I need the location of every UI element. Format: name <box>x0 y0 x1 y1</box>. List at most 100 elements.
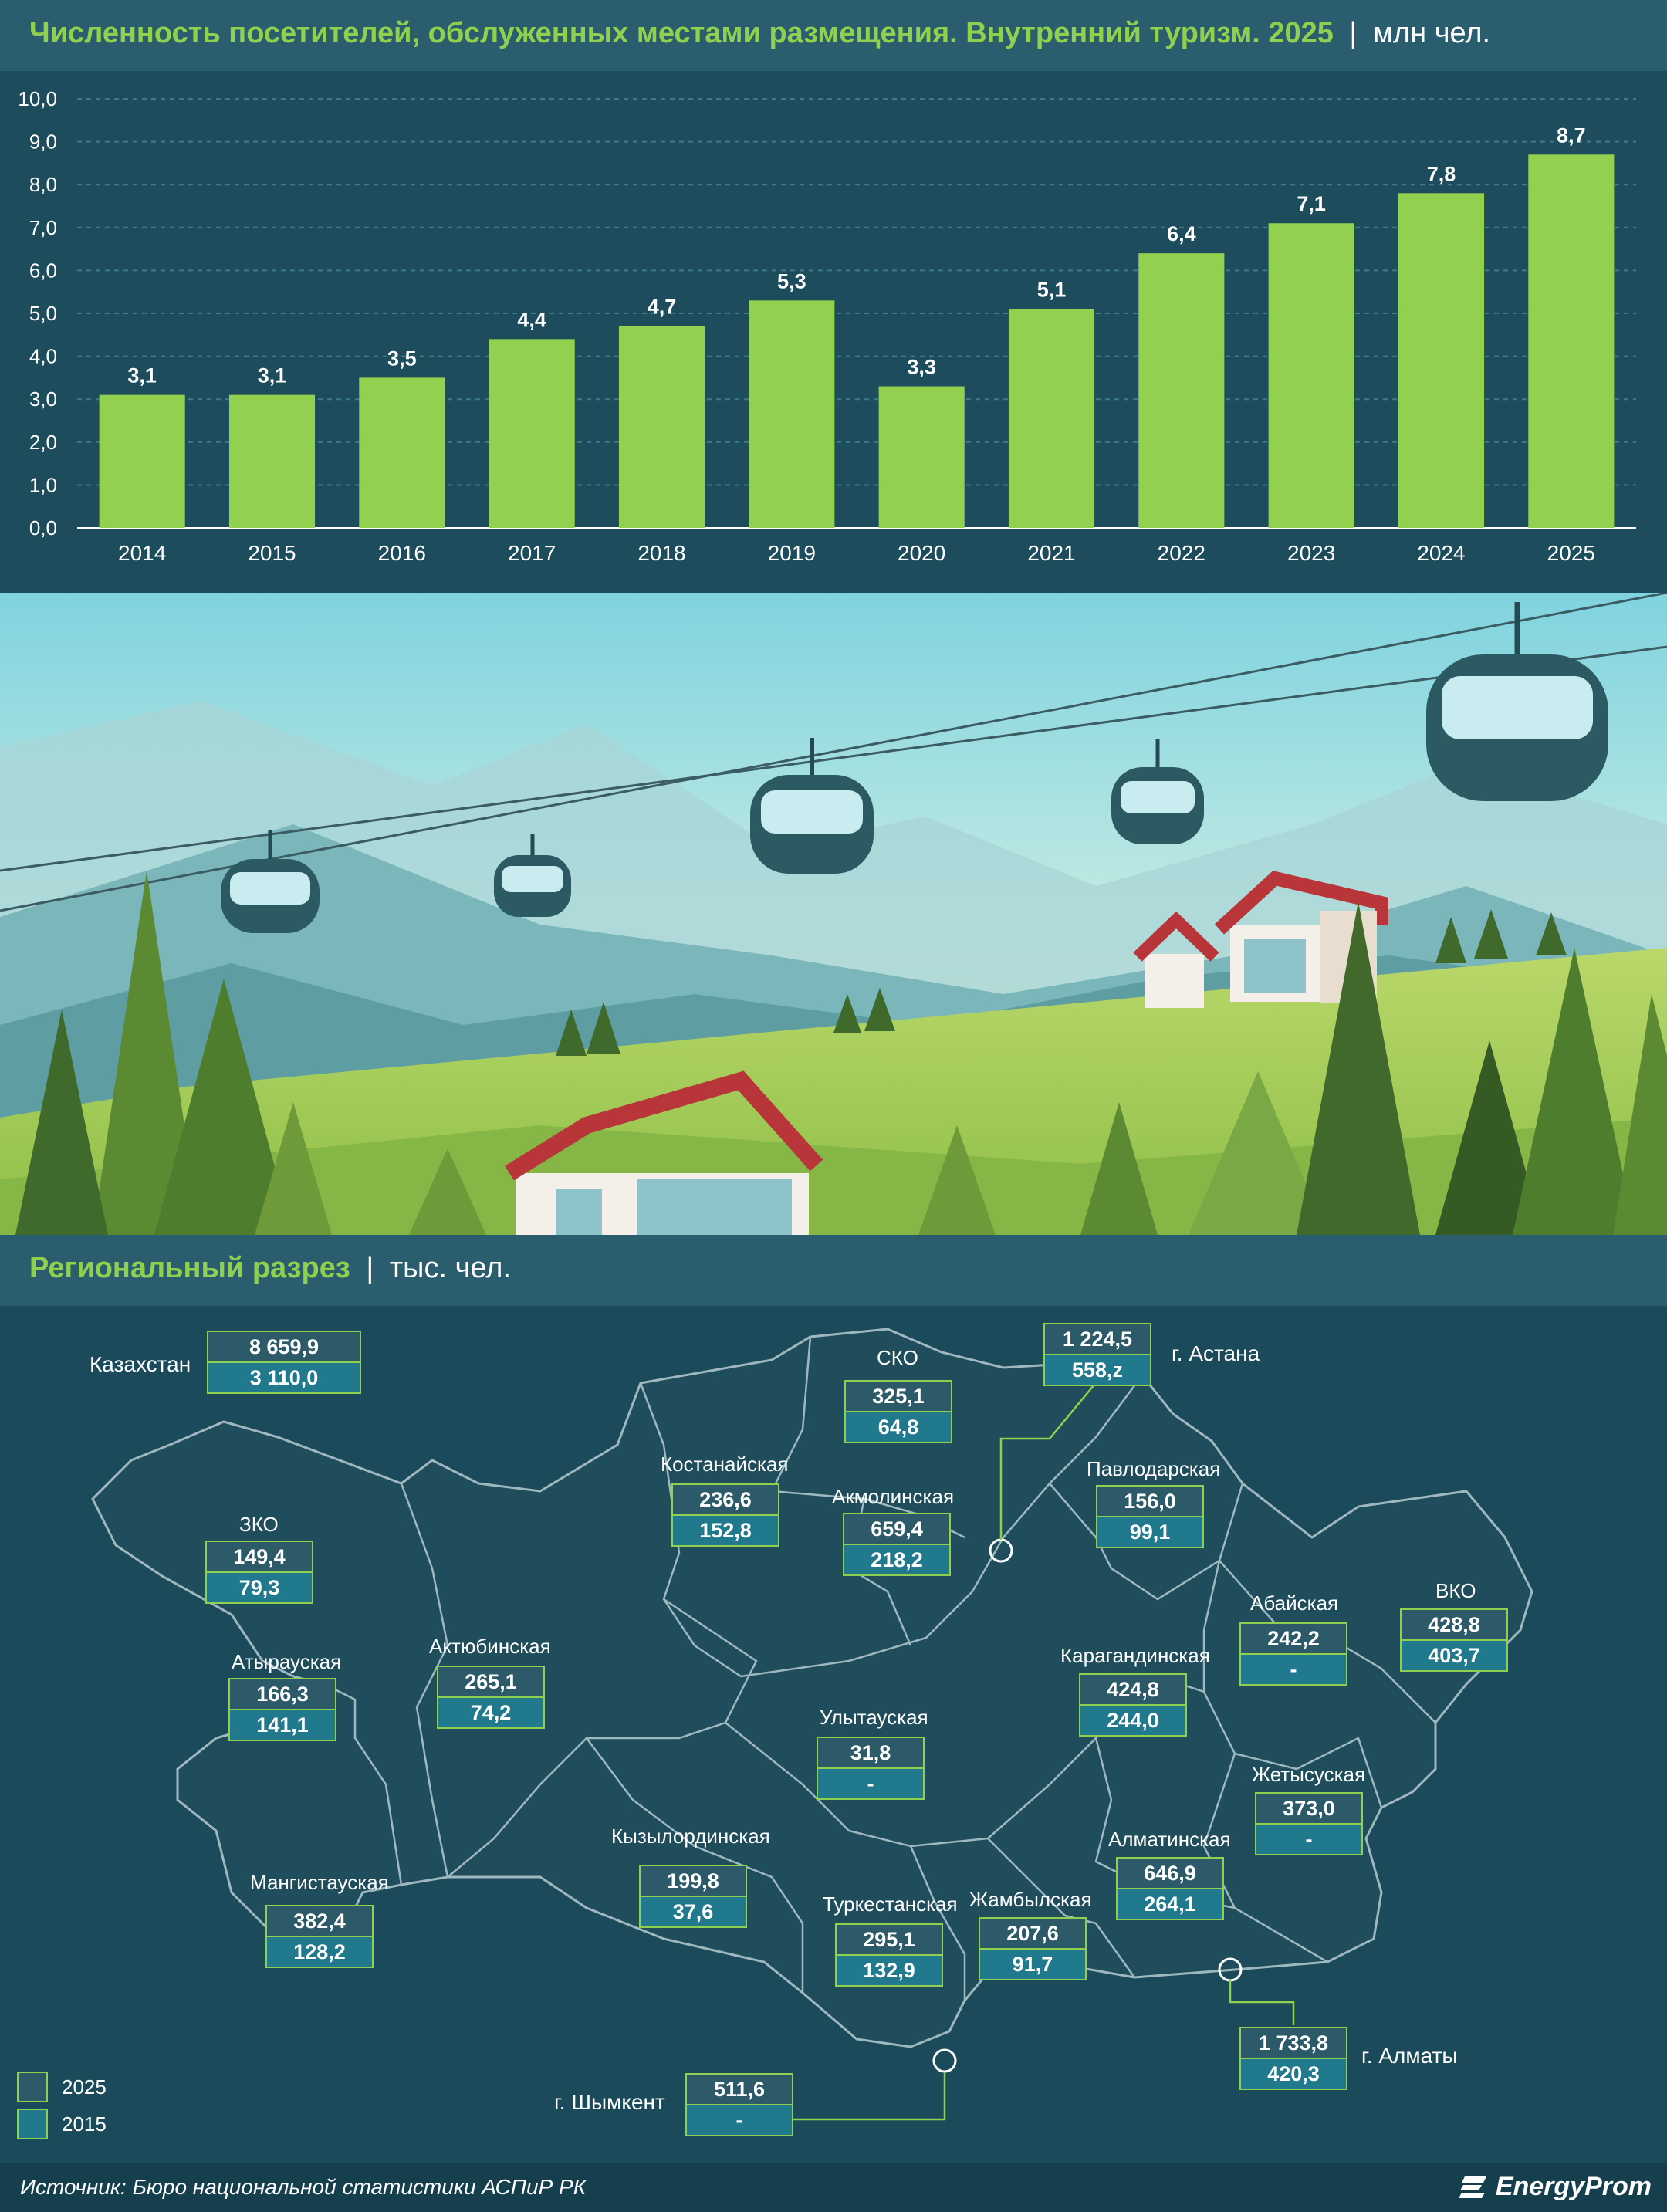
zhetysu-values: 373,0 - <box>1255 1792 1363 1855</box>
bar-2023 <box>1268 223 1354 528</box>
ulytau-values: 31,8 - <box>817 1737 925 1800</box>
ulytau-2015: - <box>818 1767 923 1798</box>
bar-value-label-2019: 5,3 <box>777 269 806 293</box>
legend-swatch-2015 <box>17 2109 48 2139</box>
shymkent-2015: - <box>687 2104 792 2135</box>
bar-value-label-2018: 4,7 <box>648 296 677 319</box>
shymkent-2025: 511,6 <box>687 2075 792 2104</box>
zko-values: 149,4 79,3 <box>205 1541 313 1604</box>
bar-2021 <box>1008 309 1095 528</box>
bar-value-label-2025: 8,7 <box>1557 123 1586 147</box>
ulytau-2025: 31,8 <box>818 1738 923 1767</box>
kyzylorda-values: 199,8 37,6 <box>639 1865 747 1928</box>
zhetysu-2025: 373,0 <box>1256 1794 1361 1823</box>
astana-label: г. Астана <box>1172 1341 1260 1365</box>
almaty-city-values: 1 733,8 420,3 <box>1239 2027 1347 2090</box>
kostanay-values: 236,6 152,8 <box>671 1483 779 1547</box>
karaganda-values: 424,8 244,0 <box>1079 1673 1187 1737</box>
bar-value-label-2020: 3,3 <box>907 356 936 379</box>
kostanay-2015: 152,8 <box>673 1514 778 1545</box>
astana-2025: 1 224,5 <box>1045 1324 1150 1354</box>
x-tick-label-2023: 2023 <box>1287 541 1335 565</box>
zhambyl-2025: 207,6 <box>980 1919 1085 1948</box>
abay-2025: 242,2 <box>1241 1624 1346 1653</box>
turkestan-label: Туркестанская <box>823 1892 958 1916</box>
x-tick-label-2014: 2014 <box>118 541 166 565</box>
abay-label: Абайская <box>1250 1591 1339 1615</box>
title-separator: | <box>1349 17 1358 49</box>
legend-label-2015: 2015 <box>62 2112 107 2136</box>
aktobe-values: 265,1 74,2 <box>437 1666 545 1729</box>
energyprom-logo-icon <box>1458 2176 1486 2198</box>
kazakhstan-map-panel: Казахстан 8 659,9 3 110,0 СКО 325,1 64,8… <box>0 1306 1667 2163</box>
almaty-region-2015: 264,1 <box>1118 1888 1222 1919</box>
cable-car-3 <box>750 738 874 874</box>
shymkent-values: 511,6 - <box>685 2073 793 2136</box>
bar-2018 <box>618 326 705 528</box>
bar-2025 <box>1528 154 1615 528</box>
atyrau-2015: 141,1 <box>230 1709 335 1740</box>
akmola-2015: 218,2 <box>844 1544 949 1574</box>
mangystau-2015: 128,2 <box>267 1936 372 1967</box>
mangystau-values: 382,4 128,2 <box>265 1905 374 1968</box>
akmola-values: 659,4 218,2 <box>843 1513 951 1576</box>
y-tick-label: 5,0 <box>29 302 57 325</box>
x-tick-label-2024: 2024 <box>1417 541 1465 565</box>
trees <box>15 871 1667 1235</box>
regional-title-line: Региональный разрез | тыс. чел. <box>29 1252 511 1285</box>
turkestan-2025: 295,1 <box>837 1925 942 1954</box>
sko-2025: 325,1 <box>846 1382 951 1411</box>
astana-2015: 558,z <box>1045 1354 1150 1385</box>
legend-item-2025: 2025 <box>17 2072 107 2102</box>
karaganda-2025: 424,8 <box>1080 1675 1185 1704</box>
vko-values: 428,8 403,7 <box>1400 1608 1508 1672</box>
kyzylorda-2025: 199,8 <box>641 1866 746 1896</box>
y-tick-label: 8,0 <box>29 173 57 196</box>
kostanay-label: Костанайская <box>661 1453 789 1476</box>
mangystau-2025: 382,4 <box>267 1906 372 1936</box>
x-tick-label-2018: 2018 <box>637 541 685 565</box>
scene-svg <box>0 591 1667 1235</box>
almaty-city-2015: 420,3 <box>1241 2058 1346 2089</box>
kazakhstan-values: 8 659,9 3 110,0 <box>207 1331 361 1394</box>
ulytau-label: Улытауская <box>820 1706 928 1729</box>
y-tick-label: 3,0 <box>29 387 57 411</box>
vko-2025: 428,8 <box>1402 1610 1506 1639</box>
cable-line-2 <box>0 591 1667 912</box>
sko-values: 325,1 64,8 <box>844 1380 952 1443</box>
astana-leader <box>999 1384 1095 1540</box>
bar-value-label-2015: 3,1 <box>258 364 287 387</box>
chart-title: Численность посетителей, обслуженных мес… <box>29 17 1334 49</box>
atyrau-2025: 166,3 <box>230 1679 335 1709</box>
y-tick-label: 10,0 <box>18 87 57 110</box>
almaty-region-values: 646,9 264,1 <box>1116 1857 1224 1920</box>
bar-2019 <box>749 300 835 528</box>
kazakhstan-2015: 3 110,0 <box>208 1361 360 1392</box>
almaty-leader <box>1229 1980 1295 2025</box>
bar-value-label-2016: 3,5 <box>387 347 417 370</box>
bar-2017 <box>489 339 575 528</box>
bar-chart-panel: 0,0 1,0 2,0 3,0 4,0 5,0 6,0 7,0 8,0 9,0 10,0 3,1 201… <box>0 71 1667 593</box>
shymkent-marker <box>932 2048 957 2073</box>
zhambyl-2015: 91,7 <box>980 1948 1085 1979</box>
aktobe-2025: 265,1 <box>438 1667 543 1696</box>
bar-2022 <box>1138 253 1225 528</box>
y-tick-label: 0,0 <box>29 516 57 539</box>
aktobe-label: Актюбинская <box>429 1635 551 1658</box>
bar-value-label-2022: 6,4 <box>1167 222 1196 245</box>
bar-value-label-2023: 7,1 <box>1297 192 1326 215</box>
regional-unit: тыс. чел. <box>389 1252 512 1284</box>
bar-2014 <box>99 394 185 528</box>
y-tick-label: 2,0 <box>29 431 57 454</box>
legend-label-2025: 2025 <box>62 2075 107 2099</box>
source-text: Источник: Бюро национальной статистики А… <box>20 2175 587 2199</box>
x-tick-label-2019: 2019 <box>768 541 816 565</box>
kazakhstan-label: Казахстан <box>90 1352 191 1376</box>
zhetysu-label: Жетысуская <box>1252 1763 1366 1786</box>
regional-separator: | <box>366 1252 374 1284</box>
vko-2015: 403,7 <box>1402 1639 1506 1670</box>
cable-line <box>0 645 1667 872</box>
kostanay-2025: 236,6 <box>673 1485 778 1514</box>
abay-values: 242,2 - <box>1239 1622 1347 1686</box>
